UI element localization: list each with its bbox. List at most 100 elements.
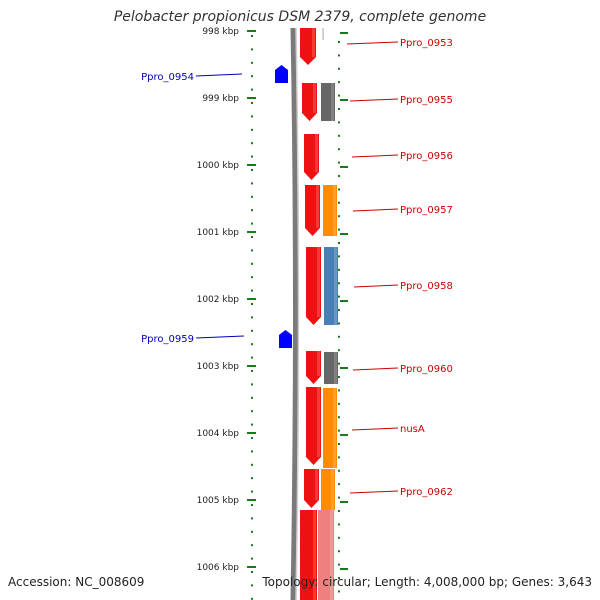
ruler-dot-left	[251, 584, 253, 587]
gene-label-ppro-0956: Ppro_0956	[400, 151, 453, 162]
callout-line-forward	[349, 98, 399, 102]
ruler-dot-left	[251, 115, 253, 118]
gene-nusa-shade	[317, 387, 320, 457]
gene-ppro-0962	[304, 469, 319, 508]
gene-label-ppro-0962: Ppro_0962	[400, 487, 453, 498]
cog-ppro-0955	[321, 83, 335, 121]
ruler-dot-right	[338, 550, 340, 553]
cog-ppro-0957-shade	[333, 185, 336, 236]
cog-ppro-0962-shade	[331, 469, 334, 510]
major-tick-left	[247, 30, 256, 32]
ruler-dot-left	[251, 35, 253, 37]
callout-line-forward	[351, 427, 399, 431]
scale-ticks	[247, 30, 348, 600]
ruler-dot-right	[338, 242, 340, 244]
major-tick-right	[340, 32, 348, 34]
cog-ppro-0955-shade	[331, 83, 334, 121]
ruler-dot-left	[251, 169, 253, 171]
ruler-dot-right	[338, 175, 340, 177]
ruler-dot-left	[251, 504, 253, 506]
cog-next-pink-shade	[330, 510, 333, 600]
ruler-dot-left	[251, 437, 253, 439]
gene-ppro-0956	[304, 134, 319, 180]
ruler-dot-left	[251, 410, 253, 413]
cog-nusa	[323, 388, 337, 468]
ruler-dot-right	[338, 161, 340, 164]
scale-label: 999 kbp	[202, 94, 239, 104]
cog-ppro-0958	[324, 247, 338, 325]
ruler-dot-right	[338, 483, 340, 486]
callout-line-forward	[352, 367, 399, 371]
ruler-dot-left	[251, 544, 253, 547]
ruler-dot-left	[251, 102, 253, 104]
cog-nusa-shade	[333, 388, 336, 468]
gene-features	[275, 28, 338, 600]
ruler-dot-right	[338, 416, 340, 419]
ruler-dot-right	[338, 121, 340, 124]
major-tick-left	[247, 164, 256, 166]
ruler-dot-right	[338, 496, 340, 499]
ruler-dot-right	[338, 188, 340, 191]
cog-ppro-0957	[323, 185, 337, 236]
major-tick-right	[340, 568, 348, 570]
ruler-dot-right	[338, 282, 340, 285]
major-tick-right	[340, 434, 348, 436]
ruler-dot-right	[338, 389, 340, 392]
ruler-dot-right	[338, 309, 340, 311]
cog-ppro-0962	[321, 469, 335, 510]
gene-ppro-0958-shade	[317, 247, 320, 317]
ruler-dot-right	[338, 228, 340, 231]
gene-ppro-0957	[305, 185, 320, 236]
gene-ppro-0953	[300, 28, 316, 65]
gene-ppro-0960-shade	[317, 351, 320, 376]
gene-callouts: Ppro_0953 Ppro_0955 Ppro_0956 Ppro_0957 Ppro…	[141, 38, 453, 498]
ruler-dot-right	[338, 94, 340, 97]
ruler-dot-left	[251, 222, 253, 225]
ruler-dot-right	[338, 268, 340, 271]
gene-ppro-0962-shade	[315, 469, 318, 500]
major-tick-right	[340, 99, 348, 101]
ruler-dot-right	[338, 54, 340, 57]
ruler-dot-left	[251, 289, 253, 292]
gene-label-ppro-0954: Ppro_0954	[141, 72, 194, 83]
ruler-dot-right	[338, 590, 340, 593]
major-tick-right	[340, 367, 348, 369]
ruler-dot-right	[338, 456, 340, 459]
ruler-dot-left	[251, 477, 253, 480]
scale-label: 1006 kbp	[197, 563, 240, 573]
ruler-dot-left	[251, 142, 253, 145]
ruler-dot-left	[251, 329, 253, 332]
ruler-dot-left	[251, 490, 253, 493]
scale-label: 1004 kbp	[197, 429, 240, 439]
ruler-dot-right	[338, 523, 340, 526]
gene-ppro-0955	[302, 83, 317, 121]
major-tick-left	[247, 499, 256, 501]
ruler-dot-left	[251, 571, 253, 573]
gene-label-ppro-0958: Ppro_0958	[400, 281, 453, 292]
ruler-dot-right	[338, 429, 340, 432]
cog-next-pink	[318, 510, 334, 600]
gene-ppro-0954	[275, 65, 288, 83]
ruler-dot-left	[251, 343, 253, 346]
ruler-dot-right	[338, 443, 340, 445]
ruler-dot-right	[338, 108, 340, 110]
callout-line-forward	[346, 41, 399, 45]
scale-label: 1002 kbp	[197, 295, 240, 305]
major-tick-right	[340, 501, 348, 503]
major-tick-right	[340, 166, 348, 168]
ruler-dot-right	[338, 81, 340, 84]
backbone-arc-outer	[290, 27, 298, 600]
scale-label: 998 kbp	[202, 27, 239, 37]
ruler-dot-left	[251, 88, 253, 91]
genome-summary: Topology: circular; Length: 4,008,000 bp…	[262, 575, 592, 589]
major-tick-left	[247, 365, 256, 367]
major-tick-left	[247, 566, 256, 568]
ruler-dot-right	[338, 349, 340, 352]
gene-ppro-0959	[279, 330, 292, 348]
accession-label: Accession: NC_008609	[8, 575, 145, 589]
ruler-dot-left	[251, 236, 253, 238]
ruler-dot-right	[338, 67, 340, 70]
callout-line-reverse	[195, 335, 245, 339]
major-tick-right	[340, 300, 348, 302]
